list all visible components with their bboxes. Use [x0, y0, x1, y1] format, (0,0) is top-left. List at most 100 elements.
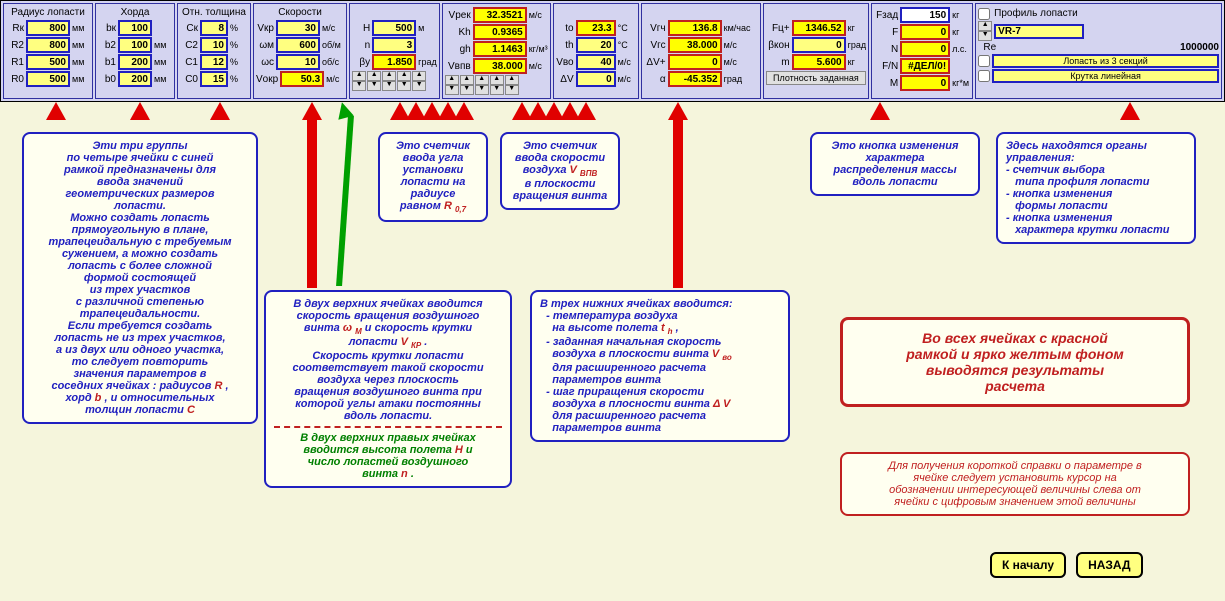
dvplus-output [668, 54, 722, 70]
spin-down[interactable]: ▼ [445, 85, 459, 95]
spin-down[interactable]: ▼ [412, 81, 426, 91]
vkr-input[interactable] [276, 20, 320, 36]
bkon-input[interactable] [792, 37, 846, 53]
spin-down[interactable]: ▼ [475, 85, 489, 95]
fn-output [900, 58, 950, 74]
vvo-input[interactable] [576, 54, 616, 70]
lbl: H [352, 23, 370, 34]
radius-r0-input[interactable] [26, 71, 70, 87]
density-button[interactable]: Плотность заданная [766, 71, 867, 85]
m-output [792, 54, 846, 70]
group-title: Отн. толщина [180, 6, 248, 19]
spin-down[interactable]: ▼ [382, 81, 396, 91]
fzad-input[interactable] [900, 7, 950, 23]
wc-input[interactable] [276, 54, 320, 70]
blade-sections-button[interactable]: Лопасть из 3 секций [992, 54, 1219, 68]
group-vgch: Vгчкм/час Vгсм/с ΔV+м/с αград [641, 3, 761, 99]
twist-check[interactable] [978, 70, 990, 82]
th-input[interactable] [576, 37, 616, 53]
back-button[interactable]: НАЗАД [1076, 552, 1143, 578]
callout-geom: Эти три группыпо четыре ячейки с синейра… [22, 132, 258, 424]
lbl: C1 [180, 57, 198, 68]
spin-up[interactable]: ▲ [397, 71, 411, 81]
spin-up[interactable]: ▲ [505, 75, 519, 85]
radius-r2-input[interactable] [26, 37, 70, 53]
twist-button[interactable]: Крутка линейная [992, 69, 1219, 83]
group-title: Хорда [98, 6, 172, 19]
profile-select[interactable] [994, 24, 1084, 39]
thick-c2-input[interactable] [200, 37, 228, 53]
unit: м/с [618, 57, 636, 67]
h-input[interactable] [372, 20, 416, 36]
lbl: C2 [180, 40, 198, 51]
start-button[interactable]: К началу [990, 552, 1066, 578]
radius-r1-input[interactable] [26, 54, 70, 70]
results-box: Во всех ячейках с краснойрамкой и ярко ж… [840, 317, 1190, 407]
arrow-icon [1120, 102, 1140, 120]
thick-c0-input[interactable] [200, 71, 228, 87]
dashed-separator [274, 426, 502, 428]
chord-bk-input[interactable] [118, 20, 152, 36]
profile-spin-up[interactable]: ▲ [978, 21, 992, 31]
callout-three-cells: В трех нижних ячейках вводится: - темпер… [530, 290, 790, 442]
radius-rk-input[interactable] [26, 20, 70, 36]
group-title: Профиль лопасти [992, 7, 1080, 20]
spin-up[interactable]: ▲ [490, 75, 504, 85]
lbl: b0 [98, 74, 116, 85]
lbl: Fзад [874, 10, 898, 21]
chord-b2-input[interactable] [118, 37, 152, 53]
alpha-output [668, 71, 722, 87]
unit: м/с [322, 23, 340, 33]
vvpv-output [473, 58, 527, 74]
profile-check[interactable] [978, 8, 990, 20]
thick-c1-input[interactable] [200, 54, 228, 70]
lbl: m [766, 57, 790, 68]
unit: мм [154, 57, 172, 67]
unit: °C [618, 40, 636, 50]
callout-controls: Здесь находятся органыуправления:- счетч… [996, 132, 1196, 244]
group-title: Скорости [256, 6, 344, 19]
unit: мм [72, 23, 90, 33]
spin-up[interactable]: ▲ [352, 71, 366, 81]
unit: мм [154, 74, 172, 84]
profile-spin-down[interactable]: ▼ [978, 31, 992, 41]
spin-down[interactable]: ▼ [460, 85, 474, 95]
spin-down[interactable]: ▼ [367, 81, 381, 91]
spin-down[interactable]: ▼ [490, 85, 504, 95]
blade-sections-check[interactable] [978, 55, 990, 67]
spin-down[interactable]: ▼ [505, 85, 519, 95]
spacer [352, 6, 437, 19]
spin-up[interactable]: ▲ [445, 75, 459, 85]
dv-input[interactable] [576, 71, 616, 87]
spin-up[interactable]: ▲ [367, 71, 381, 81]
lbl: α [644, 74, 666, 85]
arrow-icon [576, 102, 596, 120]
group-chord: Хорда bк b2мм b1мм b0мм [95, 3, 175, 99]
lbl: F/N [874, 61, 898, 72]
wm-input[interactable] [276, 37, 320, 53]
lbl: Cк [180, 23, 198, 34]
chord-b0-input[interactable] [118, 71, 152, 87]
spin-down[interactable]: ▼ [397, 81, 411, 91]
unit: кг [848, 57, 866, 67]
spin-down[interactable]: ▼ [352, 81, 366, 91]
spin-up[interactable]: ▲ [382, 71, 396, 81]
spin-up[interactable]: ▲ [475, 75, 489, 85]
lbl: b1 [98, 57, 116, 68]
unit: об/с [322, 57, 340, 67]
unit: мм [72, 40, 90, 50]
unit: % [230, 23, 248, 33]
lbl: ωс [256, 57, 274, 68]
callout-text: Это счетчикввода углаустановкилопасти на… [388, 140, 478, 214]
n-input[interactable] [372, 37, 416, 53]
unit: об/м [322, 40, 341, 50]
unit: км/час [724, 23, 758, 33]
chord-b1-input[interactable] [118, 54, 152, 70]
lbl: N [874, 44, 898, 55]
callout-text: Это кнопка измененияхарактерараспределен… [820, 140, 970, 188]
vrek-output [473, 7, 527, 23]
thick-ck-input[interactable] [200, 20, 228, 36]
spin-up[interactable]: ▲ [460, 75, 474, 85]
spin-up[interactable]: ▲ [412, 71, 426, 81]
lbl: C0 [180, 74, 198, 85]
